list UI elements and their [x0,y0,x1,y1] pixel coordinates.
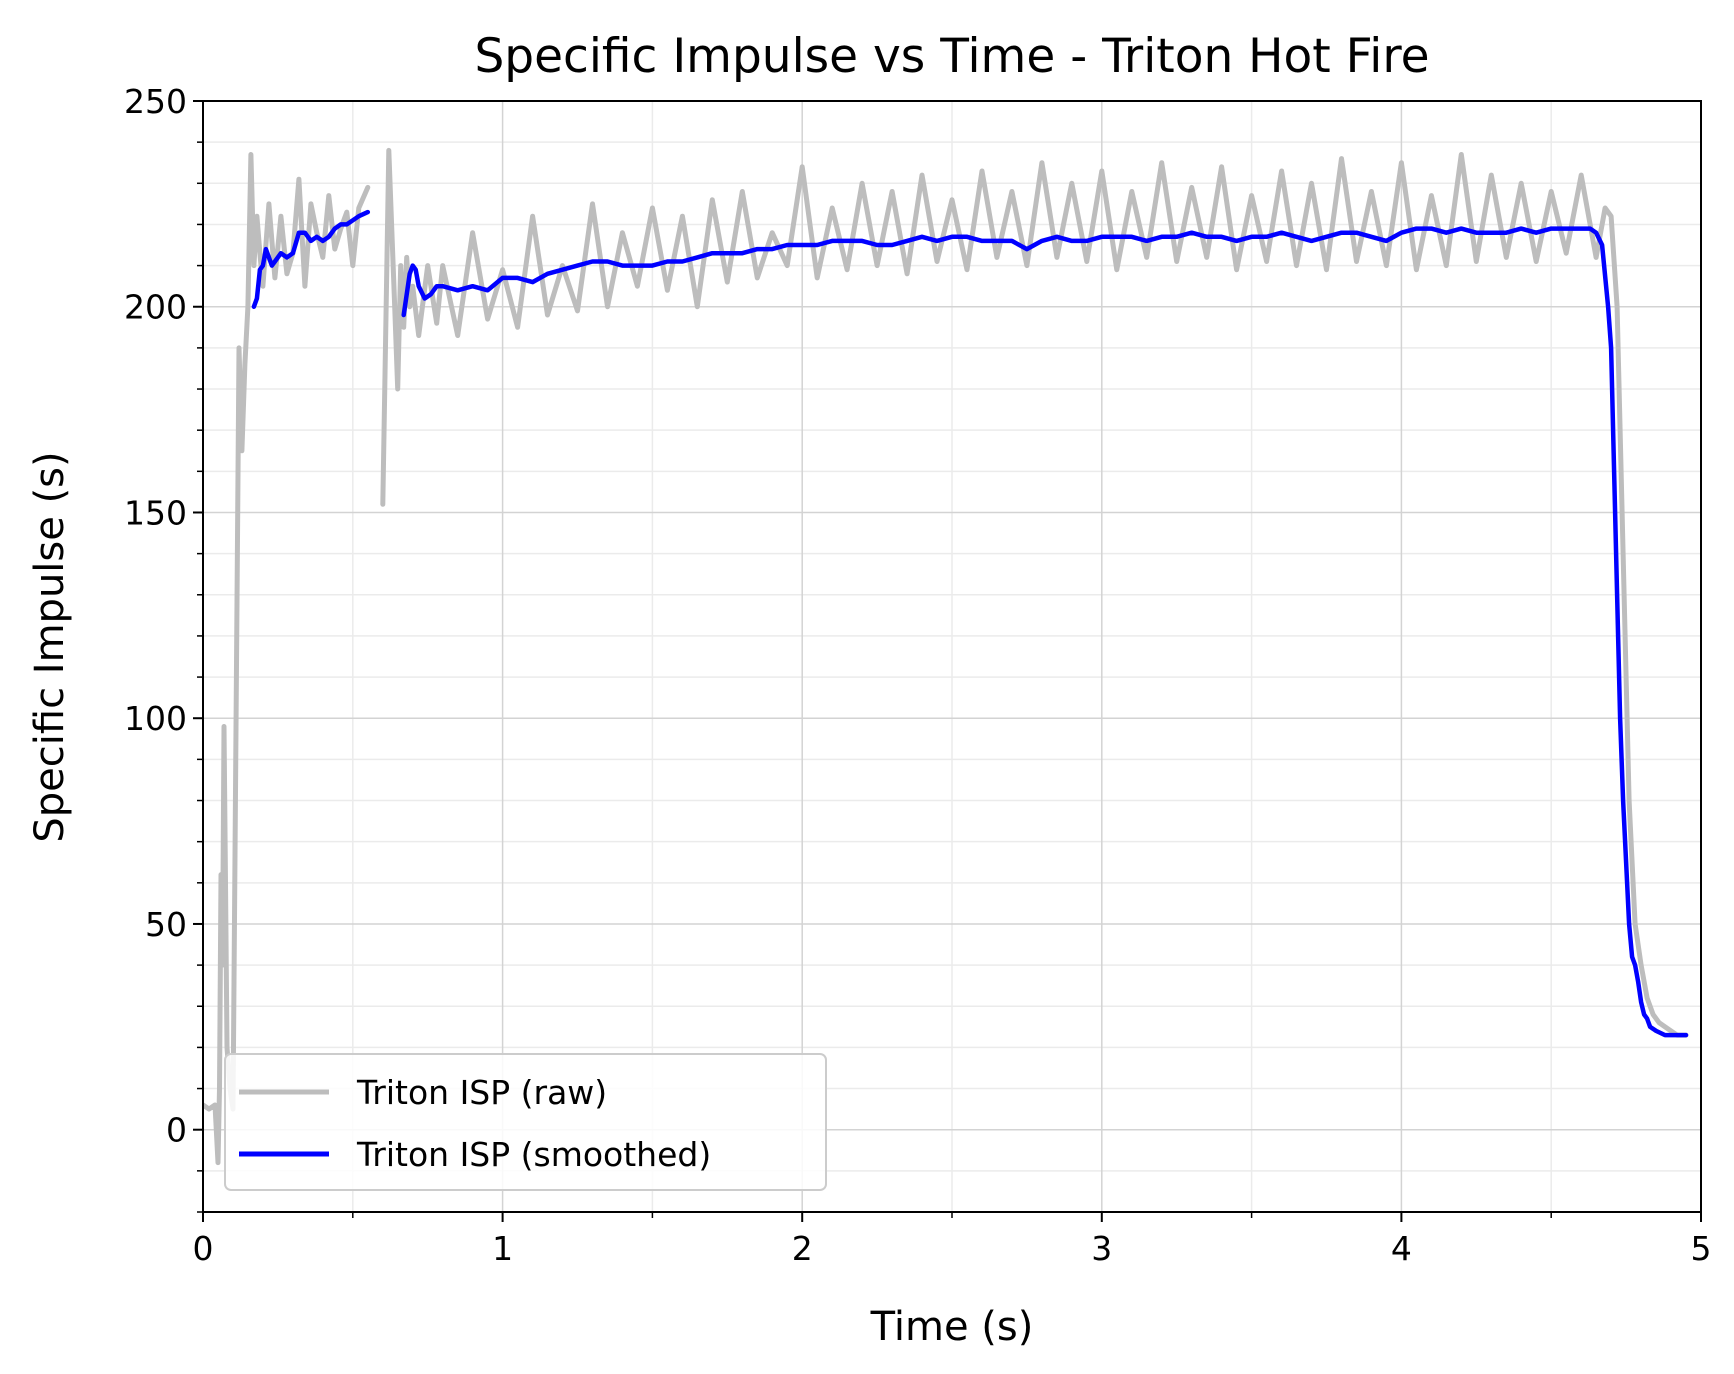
y-axis-label: Specific Impulse (s) [27,451,73,842]
legend-label: Triton ISP (smoothed) [356,1135,711,1174]
legend-box [224,1053,827,1191]
chart-title: Specific Impulse vs Time - Triton Hot Fi… [474,29,1429,84]
legend: Triton ISP (raw) Triton ISP (smoothed) [224,1053,827,1191]
x-tick-label: 3 [1091,1229,1112,1268]
x-tick-label: 4 [1391,1229,1412,1268]
y-tick-label: 50 [145,905,187,944]
y-tick-label: 100 [124,699,187,738]
y-tick-label: 200 [124,288,187,327]
legend-label: Triton ISP (raw) [356,1073,607,1112]
x-tick-label: 1 [492,1229,513,1268]
x-tick-label: 5 [1691,1229,1712,1268]
y-tick-label: 150 [124,493,187,532]
x-tick-label: 2 [792,1229,813,1268]
series-line-smoothed [251,209,1689,1038]
plot-series [203,147,1689,1166]
y-tick-label: 0 [166,1111,187,1150]
x-tick-label: 0 [193,1229,214,1268]
series-line-raw [203,147,1689,1166]
y-tick-label: 250 [124,82,187,121]
grid [202,100,1702,1213]
x-axis-label: Time (s) [870,1304,1034,1350]
